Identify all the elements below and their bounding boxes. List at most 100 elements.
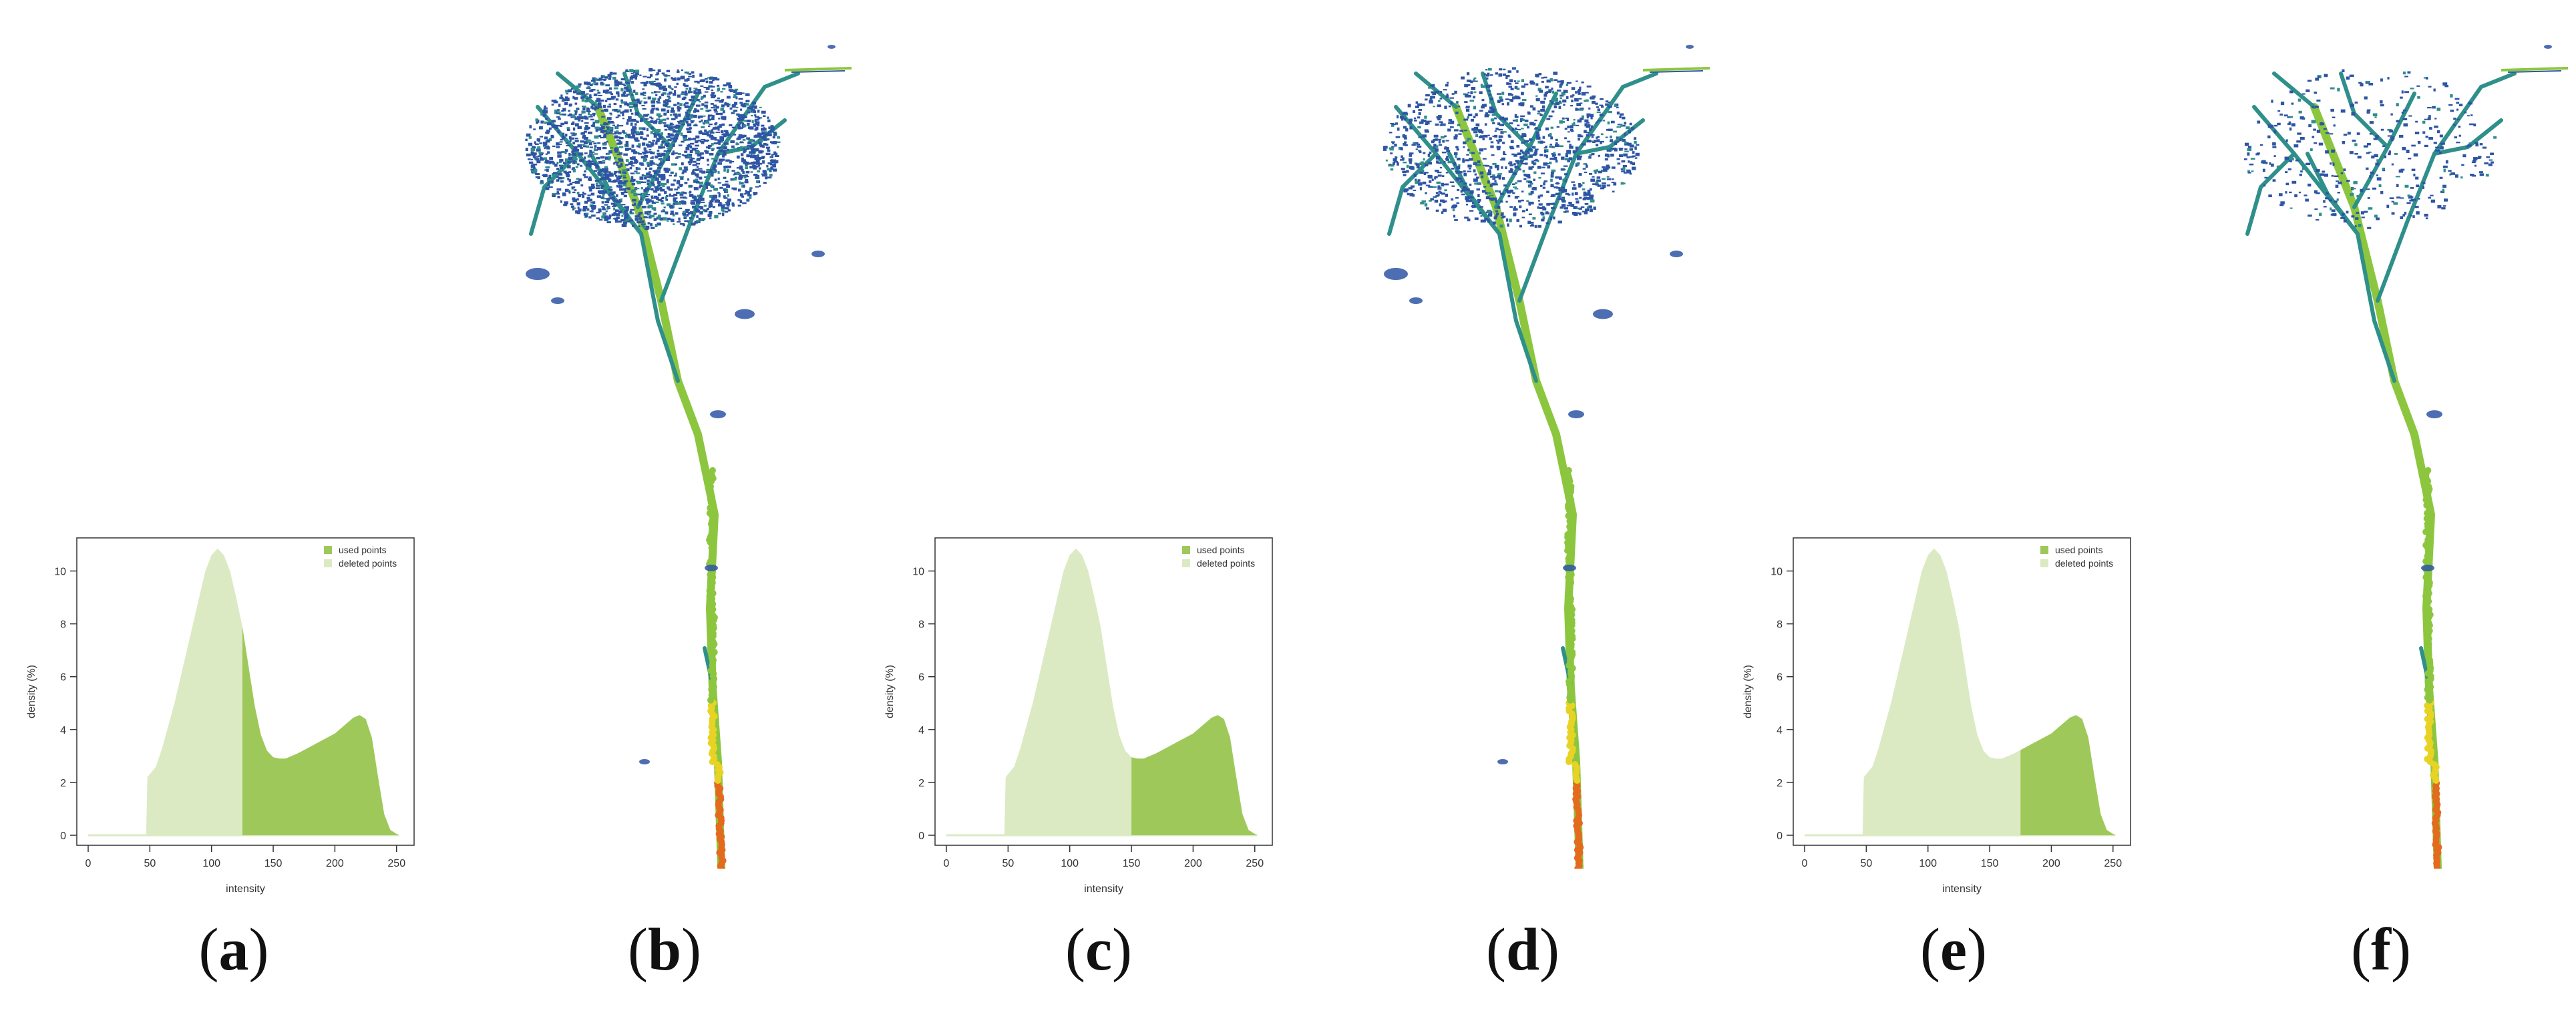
canopy-point — [717, 125, 722, 128]
canopy-point — [753, 148, 757, 150]
canopy-point — [647, 222, 651, 225]
canopy-point — [2411, 168, 2416, 171]
canopy-point — [556, 192, 560, 195]
canopy-point — [608, 78, 612, 80]
canopy-point — [1507, 70, 1512, 73]
canopy-point — [1413, 117, 1417, 120]
canopy-point — [759, 106, 762, 108]
canopy-point — [1484, 218, 1489, 221]
canopy-point — [2268, 124, 2273, 128]
canopy-point — [1586, 124, 1591, 128]
canopy-point — [711, 80, 715, 82]
canopy-point — [624, 109, 629, 113]
canopy-point — [657, 128, 661, 132]
canopy-point — [674, 86, 677, 88]
canopy-point — [643, 114, 649, 117]
canopy-point — [677, 107, 682, 110]
canopy-point — [1448, 119, 1453, 122]
canopy-point — [1537, 225, 1541, 228]
canopy-point — [2271, 100, 2273, 103]
canopy-point — [673, 223, 675, 225]
canopy-point — [642, 88, 645, 90]
canopy-point — [706, 132, 709, 136]
canopy-point — [1563, 104, 1566, 106]
canopy-point — [668, 128, 672, 131]
canopy-point — [705, 80, 709, 84]
canopy-point — [535, 173, 540, 176]
canopy-point — [620, 141, 622, 145]
canopy-point — [1481, 105, 1485, 109]
canopy-point — [2474, 164, 2477, 167]
canopy-point — [2356, 132, 2360, 135]
canopy-point — [2407, 194, 2410, 197]
canopy-point — [1383, 146, 1388, 149]
canopy-point — [1485, 112, 1488, 116]
y-tick-label: 4 — [1777, 725, 1783, 736]
canopy-point — [651, 104, 655, 108]
canopy-point — [1507, 82, 1512, 85]
canopy-point — [601, 126, 605, 128]
canopy-point — [1419, 150, 1422, 154]
canopy-point — [1538, 203, 1543, 206]
canopy-point — [1436, 181, 1441, 184]
canopy-point — [1418, 136, 1423, 138]
canopy-point — [1463, 170, 1466, 173]
canopy-point — [1487, 67, 1492, 71]
canopy-point — [621, 181, 626, 184]
canopy-point — [697, 194, 700, 198]
canopy-point — [714, 159, 718, 162]
canopy-point — [683, 192, 687, 194]
canopy-point — [1465, 96, 1469, 98]
canopy-point — [1420, 202, 1425, 204]
canopy-point — [2408, 158, 2412, 160]
canopy-point — [2342, 140, 2345, 144]
canopy-point — [2360, 83, 2364, 87]
canopy-point — [696, 215, 699, 218]
canopy-point — [2263, 184, 2266, 187]
canopy-point — [532, 152, 537, 156]
canopy-point — [1467, 218, 1471, 222]
canopy-point — [777, 136, 781, 139]
leaf-cluster — [811, 251, 825, 257]
canopy-point — [1514, 196, 1518, 199]
canopy-point — [1451, 168, 1455, 170]
canopy-point — [1503, 184, 1507, 187]
canopy-point — [568, 178, 571, 182]
canopy-point — [1413, 174, 1417, 177]
canopy-point — [537, 146, 541, 150]
canopy-point — [622, 174, 626, 178]
canopy-point — [1537, 88, 1541, 92]
canopy-point — [577, 206, 580, 209]
canopy-point — [1632, 155, 1636, 157]
canopy-point — [742, 202, 747, 204]
canopy-point — [656, 91, 661, 93]
canopy-point — [1599, 104, 1603, 106]
canopy-point — [669, 91, 673, 94]
canopy-point — [552, 194, 556, 198]
canopy-point — [1499, 116, 1505, 120]
canopy-point — [2443, 198, 2448, 202]
canopy-point — [629, 109, 632, 112]
canopy-point — [1607, 121, 1610, 125]
canopy-point — [1450, 101, 1453, 105]
canopy-point — [742, 139, 746, 141]
canopy-point — [1527, 126, 1529, 129]
canopy-point — [2300, 170, 2303, 173]
canopy-point — [2382, 145, 2386, 148]
canopy-point — [2473, 157, 2478, 160]
canopy-point — [704, 176, 709, 178]
canopy-point — [1623, 153, 1628, 157]
canopy-point — [711, 143, 714, 146]
canopy-point — [2470, 114, 2473, 116]
canopy-point — [596, 156, 600, 160]
canopy-point — [2415, 120, 2418, 123]
canopy-point — [572, 132, 577, 136]
canopy-point — [2471, 161, 2476, 164]
canopy-point — [703, 94, 706, 98]
canopy-point — [672, 214, 675, 216]
canopy-point — [687, 123, 692, 127]
canopy-point — [2422, 186, 2425, 189]
canopy-point — [578, 208, 582, 212]
canopy-point — [709, 136, 712, 138]
canopy-point — [622, 183, 627, 186]
